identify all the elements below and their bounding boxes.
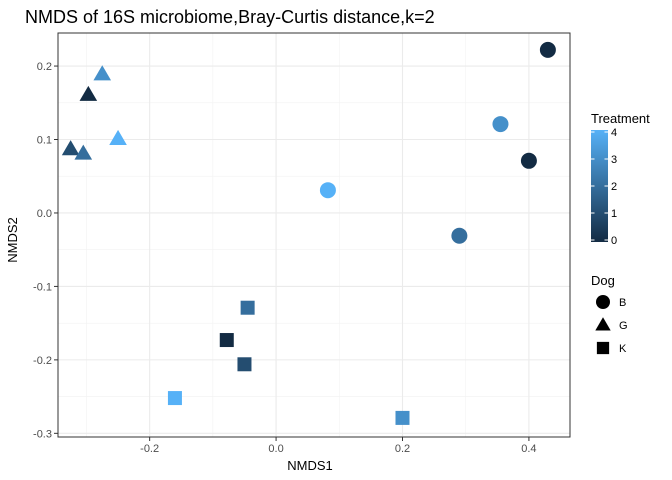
point-dog-k (237, 357, 252, 372)
colorbar-label: 0 (611, 235, 617, 247)
x-tick-label: 0.4 (521, 443, 536, 455)
colorbar-label: 4 (611, 127, 617, 139)
point-dog-g (74, 144, 93, 160)
colorbar-label: 1 (611, 208, 617, 220)
panel-border (57, 32, 571, 438)
panel-background (58, 33, 570, 437)
treatment-legend-title: Treatment (591, 111, 650, 126)
data-points (61, 41, 556, 425)
plot-panel (57, 32, 571, 438)
x-tick-label: 0.2 (395, 443, 410, 455)
dog-legend: Dog BGK (591, 273, 628, 355)
legend-label-g: G (619, 320, 628, 332)
legend-label-k: K (619, 343, 627, 355)
x-axis-title: NMDS1 (287, 458, 333, 473)
y-axis-title: NMDS2 (5, 217, 20, 263)
point-dog-b (451, 227, 468, 244)
y-tick-label: -0.1 (33, 281, 52, 293)
point-dog-b (520, 152, 537, 169)
point-dog-g (61, 140, 80, 156)
point-dog-k (167, 391, 182, 406)
point-dog-b (319, 182, 336, 199)
colorbar-label: 2 (611, 181, 617, 193)
legend-key-square (596, 341, 610, 355)
y-tick-label: 0.1 (37, 135, 52, 147)
point-dog-g (93, 65, 112, 81)
x-axis-ticks: -0.2 0.0 0.2 0.4 (140, 437, 537, 455)
treatment-legend: Treatment 4 3 2 1 0 (591, 111, 650, 247)
colorbar (591, 130, 608, 242)
dog-legend-title: Dog (591, 273, 615, 288)
y-axis-ticks: 0.2 0.1 0.0 -0.1 -0.2 -0.3 (33, 61, 58, 440)
point-dog-g (79, 85, 98, 101)
point-dog-k (240, 300, 255, 315)
legend-key-circle (596, 295, 610, 309)
legend-label-b: B (619, 297, 626, 309)
y-tick-label: 0.0 (37, 208, 52, 220)
point-dog-g (109, 129, 127, 145)
y-tick-label: -0.3 (33, 428, 52, 440)
point-dog-k (395, 410, 410, 425)
colorbar-label: 3 (611, 154, 617, 166)
point-dog-b (492, 116, 509, 133)
point-dog-b (539, 41, 556, 58)
x-tick-label: 0.0 (268, 443, 283, 455)
point-dog-k (219, 333, 234, 348)
legend-key-triangle (595, 317, 611, 331)
x-tick-label: -0.2 (140, 443, 159, 455)
y-tick-label: -0.2 (33, 355, 52, 367)
chart-title: NMDS of 16S microbiome,Bray-Curtis dista… (25, 7, 435, 27)
y-tick-label: 0.2 (37, 61, 52, 73)
